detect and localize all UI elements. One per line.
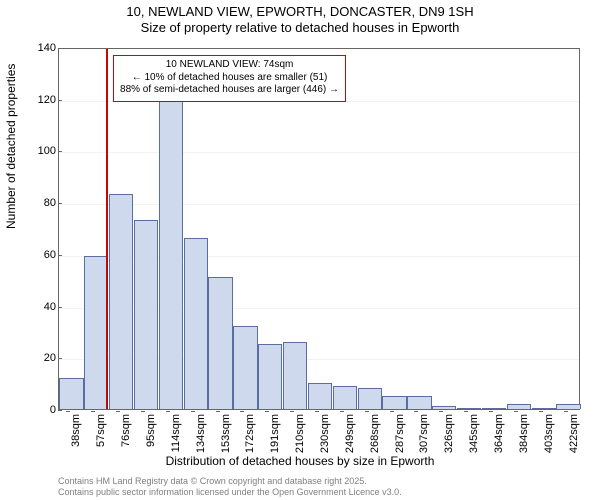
histogram-bar (109, 194, 133, 409)
histogram-bar (308, 383, 332, 409)
x-tick-label: 134sqm (195, 414, 207, 464)
footer-line-1: Contains HM Land Registry data © Crown c… (58, 476, 402, 487)
histogram-bar (283, 342, 307, 409)
histogram-bar (59, 378, 83, 409)
y-tick-label: 140 (36, 42, 56, 54)
histogram-bar (532, 408, 556, 409)
histogram-bar (482, 408, 506, 409)
annotation-box: 10 NEWLAND VIEW: 74sqm ← 10% of detached… (113, 55, 346, 102)
x-tick-label: 230sqm (319, 414, 331, 464)
histogram-bar (556, 404, 580, 409)
y-tick-label: 40 (36, 301, 56, 313)
plot-area: 10 NEWLAND VIEW: 74sqm ← 10% of detached… (58, 48, 580, 410)
x-tick-label: 95sqm (145, 414, 157, 464)
histogram-bar (507, 404, 531, 409)
histogram-bar (159, 86, 183, 409)
histogram-bar (184, 238, 208, 409)
x-tick-label: 268sqm (369, 414, 381, 464)
histogram-bar (407, 396, 431, 409)
y-tick-label: 80 (36, 197, 56, 209)
histogram-bar (208, 277, 232, 409)
x-tick-label: 153sqm (220, 414, 232, 464)
histogram-bar (382, 396, 406, 409)
x-tick-label: 307sqm (418, 414, 430, 464)
annotation-line-3: 88% of semi-detached houses are larger (… (120, 84, 339, 97)
x-tick-label: 191sqm (269, 414, 281, 464)
gridline (59, 204, 579, 205)
footer-line-2: Contains public sector information licen… (58, 487, 402, 498)
x-tick-label: 76sqm (120, 414, 132, 464)
histogram-bar (358, 388, 382, 409)
histogram-bar (134, 220, 158, 409)
x-tick-label: 287sqm (394, 414, 406, 464)
x-tick-label: 364sqm (493, 414, 505, 464)
annotation-line-1: 10 NEWLAND VIEW: 74sqm (120, 59, 339, 72)
y-axis-label: Number of detached properties (4, 64, 18, 229)
x-tick-label: 422sqm (568, 414, 580, 464)
title-line-2: Size of property relative to detached ho… (0, 20, 600, 36)
histogram-bar (258, 344, 282, 409)
y-tick-label: 120 (36, 94, 56, 106)
y-tick-label: 0 (36, 404, 56, 416)
property-marker-line (106, 49, 108, 409)
x-tick-label: 57sqm (95, 414, 107, 464)
histogram-bar (333, 386, 357, 409)
histogram-bar (432, 406, 456, 409)
chart-title: 10, NEWLAND VIEW, EPWORTH, DONCASTER, DN… (0, 4, 600, 37)
x-tick-label: 210sqm (294, 414, 306, 464)
x-tick-label: 384sqm (518, 414, 530, 464)
x-tick-label: 172sqm (244, 414, 256, 464)
footer-credits: Contains HM Land Registry data © Crown c… (58, 476, 402, 498)
x-tick-label: 403sqm (543, 414, 555, 464)
y-tick-label: 100 (36, 145, 56, 157)
x-tick-label: 345sqm (468, 414, 480, 464)
title-line-1: 10, NEWLAND VIEW, EPWORTH, DONCASTER, DN… (0, 4, 600, 20)
x-tick-label: 249sqm (344, 414, 356, 464)
x-tick-label: 114sqm (170, 414, 182, 464)
x-tick-label: 326sqm (443, 414, 455, 464)
annotation-line-2: ← 10% of detached houses are smaller (51… (120, 72, 339, 85)
histogram-bar (457, 408, 481, 409)
histogram-bar (233, 326, 257, 409)
y-tick-label: 60 (36, 249, 56, 261)
y-tick-label: 20 (36, 352, 56, 364)
histogram-bar (84, 256, 108, 409)
gridline (59, 152, 579, 153)
x-tick-label: 38sqm (70, 414, 82, 464)
